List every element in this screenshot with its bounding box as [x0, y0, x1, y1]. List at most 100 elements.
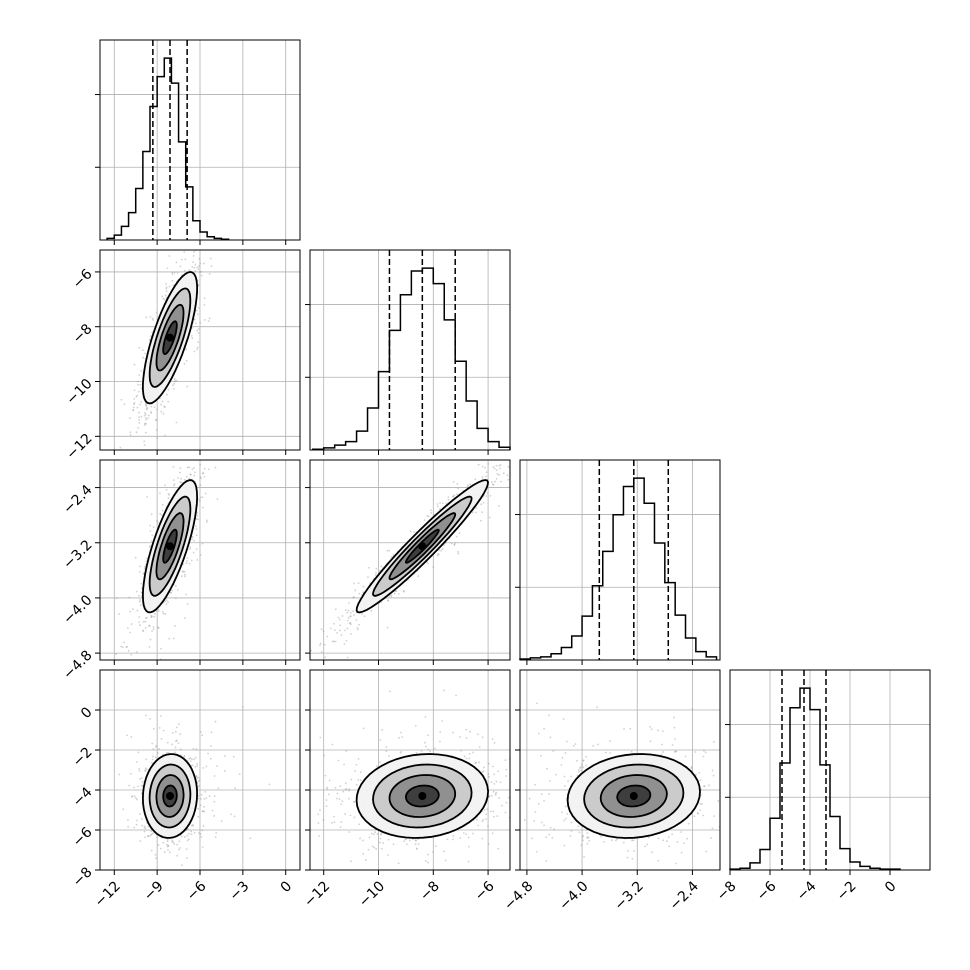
scatter-point [150, 849, 153, 852]
scatter-point [183, 575, 186, 578]
scatter-point [160, 403, 162, 406]
scatter-point [160, 647, 163, 650]
scatter-point [507, 465, 510, 468]
scatter-point [349, 615, 352, 618]
scatter-point [161, 610, 164, 613]
scatter-point [348, 788, 351, 790]
scatter-point [154, 853, 157, 856]
scatter-point [120, 645, 123, 648]
scatter-point [157, 626, 160, 629]
scatter-point [549, 431, 551, 433]
scatter-point [138, 621, 140, 624]
histogram-line [519, 477, 718, 660]
scatter-point [196, 348, 199, 351]
scatter-point [495, 477, 498, 480]
scatter-point [166, 741, 169, 744]
scatter-point [456, 493, 458, 496]
scatter-point [456, 483, 459, 485]
scatter-point [136, 819, 138, 822]
scatter-point [195, 309, 198, 312]
scatter-point [319, 809, 321, 811]
scatter-point [486, 492, 489, 495]
scatter-point [172, 484, 175, 487]
scatter-point [194, 756, 197, 759]
scatter-point [143, 423, 146, 426]
scatter-point [146, 406, 148, 409]
scatter-point [167, 845, 170, 847]
scatter-point [167, 844, 170, 847]
density-peak [166, 333, 174, 342]
scatter-point [173, 271, 176, 274]
scatter-point [233, 815, 236, 818]
scatter-point [175, 740, 177, 743]
scatter-point [122, 808, 125, 811]
scatter-point [156, 437, 159, 440]
scatter-point [463, 755, 466, 758]
scatter-point [167, 492, 170, 495]
scatter-point [539, 723, 541, 725]
scatter-point [196, 234, 198, 236]
scatter-point [168, 493, 171, 496]
scatter-point [195, 548, 198, 551]
scatter-point [135, 761, 138, 763]
scatter-point [368, 566, 370, 569]
scatter-point [181, 575, 183, 578]
scatter-point [147, 825, 150, 828]
scatter-point [136, 798, 138, 801]
scatter-point [145, 408, 148, 411]
scatter-point [200, 793, 203, 796]
scatter-point [183, 269, 186, 272]
scatter-point [173, 382, 175, 385]
scatter-point [319, 642, 322, 645]
scatter-point [362, 727, 365, 730]
scatter-point [155, 418, 158, 421]
scatter-point [488, 795, 491, 798]
scatter-point [176, 876, 178, 878]
scatter-points [305, 431, 551, 675]
scatter-point [157, 608, 160, 611]
scatter-point [130, 623, 133, 625]
scatter-point [143, 412, 146, 414]
scatter-point [133, 363, 136, 366]
scatter-point [499, 464, 502, 466]
scatter-point [140, 387, 143, 390]
scatter-point [345, 750, 348, 752]
scatter-point [445, 502, 448, 505]
scatter-point [65, 585, 67, 587]
scatter-point [160, 738, 163, 740]
scatter-point [136, 406, 139, 409]
scatter-point [191, 468, 194, 471]
scatter-point [432, 566, 435, 569]
scatter-point [488, 457, 490, 459]
scatter-point [122, 746, 124, 748]
scatter-point [305, 673, 307, 675]
scatter-point [213, 815, 216, 817]
scatter-point [137, 751, 140, 754]
scatter-point [144, 413, 147, 416]
scatter-point [475, 507, 478, 509]
scatter-point [350, 633, 352, 635]
scatter-point [166, 840, 169, 842]
scatter-point [138, 411, 141, 414]
scatter-point [472, 832, 474, 835]
scatter-point [159, 492, 161, 495]
scatter-point [245, 173, 247, 175]
scatter-point [319, 644, 321, 647]
scatter-point [197, 780, 200, 783]
scatter-point [363, 615, 366, 618]
scatter-point [404, 838, 407, 841]
scatter-point [179, 481, 182, 483]
scatter-point [347, 609, 350, 612]
scatter-point [469, 730, 472, 733]
scatter-point [457, 550, 459, 553]
scatter-point [199, 463, 202, 466]
scatter-point [176, 843, 179, 846]
scatter-point [170, 591, 173, 594]
density-peak [166, 542, 174, 551]
scatter-point [183, 755, 186, 758]
scatter-point [475, 511, 477, 514]
contour-line [141, 479, 199, 614]
scatter-point [194, 263, 197, 266]
scatter-point [486, 808, 489, 811]
scatter-point [370, 609, 373, 612]
